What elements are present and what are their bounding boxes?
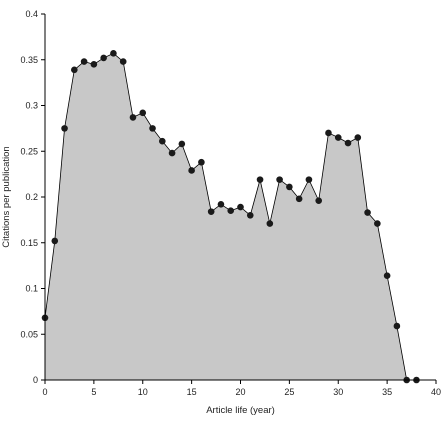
- data-point: [315, 197, 323, 204]
- data-point: [110, 50, 117, 57]
- y-tick-label: 0.2: [25, 192, 38, 202]
- x-tick-label: 0: [42, 387, 47, 397]
- data-point: [139, 109, 147, 117]
- data-point: [325, 129, 332, 137]
- data-point: [198, 158, 205, 166]
- y-tick-label: 0.3: [25, 101, 38, 111]
- y-tick-label: 0.05: [20, 329, 38, 339]
- data-point: [51, 237, 59, 245]
- data-point: [364, 209, 371, 216]
- area-series: [44, 52, 417, 381]
- data-point: [383, 272, 391, 279]
- data-point: [100, 54, 107, 62]
- data-point: [256, 176, 264, 183]
- x-tick-label: 15: [187, 387, 197, 397]
- x-tick-label: 30: [333, 387, 343, 397]
- axes: 0 5 10 15 20 25 30 35 40 0 0.05 0.1 0.15 0.2 0.25 0.3 0.…: [20, 9, 441, 397]
- y-tick-label: 0: [33, 375, 38, 385]
- data-point: [217, 201, 225, 208]
- x-axis-title: Article life (year): [206, 405, 275, 416]
- data-point: [237, 203, 244, 211]
- data-point: [178, 140, 186, 148]
- x-tick-label: 5: [91, 387, 96, 397]
- x-tick-label: 35: [382, 387, 392, 397]
- data-point: [374, 220, 381, 227]
- data-point: [159, 137, 166, 145]
- data-point: [149, 125, 156, 132]
- plot-area: [41, 50, 420, 384]
- y-tick-label: 0.25: [20, 146, 38, 156]
- y-tick-label: 0.15: [20, 238, 38, 248]
- y-tick-label: 0.4: [25, 9, 38, 19]
- data-point: [276, 176, 283, 183]
- data-point: [295, 195, 303, 203]
- x-tick-label: 25: [284, 387, 294, 397]
- data-point: [90, 61, 98, 68]
- data-point: [344, 139, 352, 147]
- x-tick-label: 10: [138, 387, 148, 397]
- data-point: [227, 207, 235, 215]
- data-point: [393, 322, 401, 330]
- x-tick-label: 40: [431, 387, 441, 397]
- data-point: [334, 134, 342, 141]
- x-tick-label: 20: [235, 387, 245, 397]
- data-point: [80, 58, 88, 65]
- data-point: [305, 176, 313, 183]
- data-point: [61, 125, 68, 132]
- data-point: [266, 220, 274, 227]
- data-point: [286, 183, 293, 191]
- data-point: [188, 167, 195, 174]
- data-point: [354, 134, 362, 141]
- data-point: [207, 208, 215, 215]
- y-tick-label: 0.1: [25, 284, 38, 294]
- y-tick-label: 0.35: [20, 55, 38, 65]
- data-point: [246, 212, 254, 219]
- data-point: [119, 58, 127, 65]
- data-point: [168, 149, 176, 157]
- y-axis-title: Citations per publication: [1, 146, 12, 247]
- data-point: [129, 114, 137, 121]
- data-point: [71, 66, 78, 74]
